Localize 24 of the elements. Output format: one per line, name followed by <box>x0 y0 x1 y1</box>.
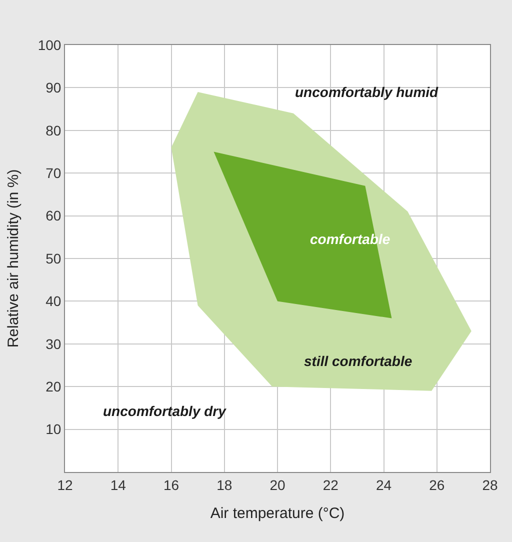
y-tick-label: 70 <box>46 165 62 181</box>
x-tick-label: 22 <box>322 476 339 493</box>
annotation: uncomfortably humid <box>295 84 439 100</box>
x-tick-label: 20 <box>270 476 286 493</box>
y-tick-label: 50 <box>46 250 62 266</box>
x-tick-label: 18 <box>216 476 232 493</box>
x-tick-label: 12 <box>57 476 73 493</box>
x-axis-title: Air temperature (°C) <box>210 504 345 522</box>
x-tick-label: 24 <box>376 476 392 493</box>
y-tick-label: 100 <box>38 36 62 53</box>
x-tick-label: 14 <box>110 476 126 493</box>
y-tick-label: 90 <box>46 80 62 96</box>
x-tick-label: 28 <box>482 476 498 493</box>
x-tick-label: 26 <box>429 476 445 493</box>
y-tick-label: 10 <box>46 421 62 438</box>
y-tick-label: 80 <box>46 122 62 138</box>
annotation: uncomfortably dry <box>103 403 228 419</box>
y-tick-label: 60 <box>46 208 62 224</box>
x-tick-label: 16 <box>163 476 180 493</box>
y-axis-title: Relative air humidity (in %) <box>5 169 22 348</box>
y-tick-label: 40 <box>46 293 62 310</box>
y-tick-label: 30 <box>46 336 62 352</box>
y-tick-label: 20 <box>46 378 62 394</box>
annotation: still comfortable <box>304 353 412 369</box>
